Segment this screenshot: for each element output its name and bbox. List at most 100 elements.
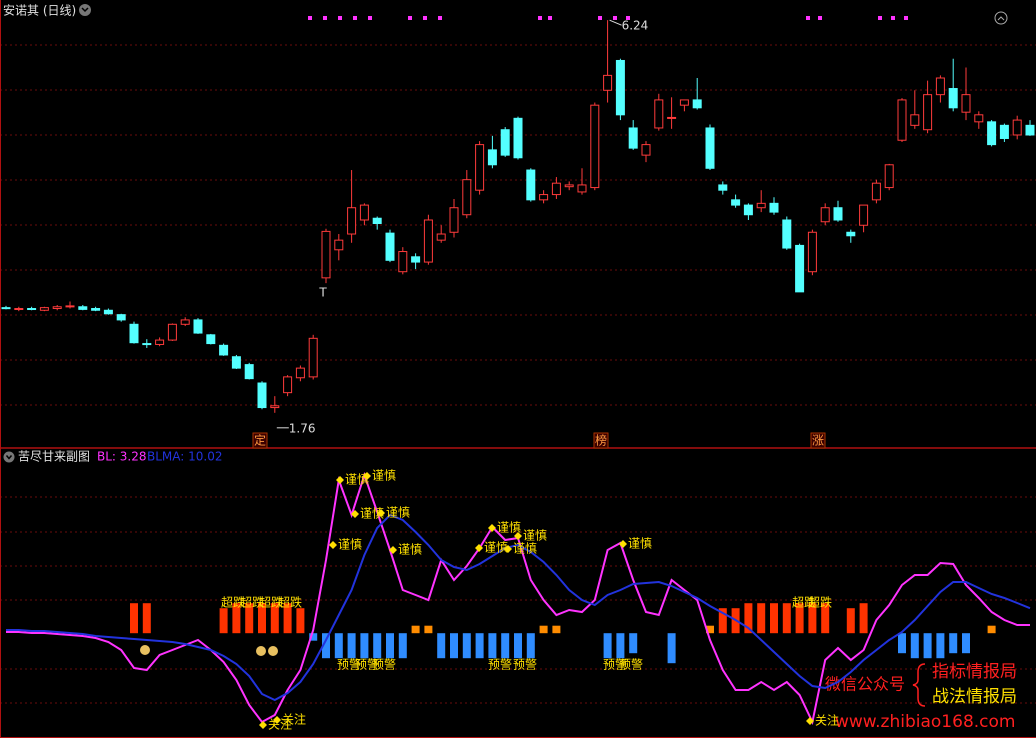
candle-body [359, 204, 369, 221]
watermark: 微信公众号 指标情报局 战法情报局 www.zhibiao168.com [825, 662, 1017, 732]
candle-body [654, 99, 664, 129]
signal-bar [718, 608, 727, 634]
candle-body [500, 129, 510, 156]
candle-body [372, 217, 382, 225]
signal-bar [782, 603, 791, 634]
candle-body [167, 323, 177, 341]
signal-bar [411, 625, 420, 634]
signal-bar [322, 633, 330, 659]
candle-body [244, 364, 254, 380]
candle-body [398, 251, 408, 273]
signal-bar [450, 633, 458, 659]
money-bag [140, 645, 150, 655]
signal-dot [423, 16, 427, 20]
indicator-header: 苦尽甘来副图 BL: 3.28 BLMA: 10.02 [3, 450, 222, 464]
candle-body [347, 207, 357, 235]
badge-box [810, 432, 826, 449]
candle-body [1025, 124, 1035, 136]
candle-body [475, 144, 485, 191]
signal-diamond [259, 721, 267, 729]
signal-bar [232, 603, 241, 634]
candle-body [155, 339, 165, 345]
legend-entry: BL: 3.28 [97, 450, 147, 464]
badge: 榜 [595, 433, 607, 448]
signal-bar [219, 608, 228, 634]
collapse-button[interactable] [79, 4, 91, 16]
oversold-label: 超跌 [259, 595, 283, 610]
candle-body [180, 319, 190, 325]
badge: 涨 [812, 433, 824, 448]
settings-button[interactable] [994, 11, 1008, 25]
signal-dot [353, 16, 357, 20]
candle-body [743, 204, 753, 216]
signal-bar [296, 608, 305, 634]
indicator-line [6, 513, 1031, 702]
candle-body [795, 244, 805, 293]
candle-body [270, 405, 280, 409]
signal-bar [603, 633, 612, 659]
candle-body [577, 184, 587, 193]
watermark-line: 指标情报局 [932, 662, 1017, 682]
candle-body [833, 207, 843, 221]
legend-entry: BLMA: 10.02 [147, 450, 222, 464]
signal-diamond [514, 532, 522, 540]
candle-body [449, 207, 459, 233]
signal-dot [818, 16, 822, 20]
signal-dot [368, 16, 372, 20]
signal-dot [548, 16, 552, 20]
badge-box [593, 432, 609, 449]
candle-body [884, 164, 894, 189]
signal-bar [424, 625, 433, 634]
signal-bar [962, 633, 970, 654]
signal-bar [360, 633, 369, 659]
signal-bar [514, 633, 522, 659]
money-bag [268, 646, 278, 656]
signal-bar [616, 633, 625, 659]
caution-label: 谨慎 [484, 541, 508, 555]
caution-label: 谨慎 [372, 469, 396, 483]
signal-bar [846, 608, 855, 634]
signal-bar [398, 633, 407, 659]
caution-label: 谨慎 [497, 521, 521, 535]
collapse-button[interactable] [3, 451, 15, 463]
candle-body [129, 323, 139, 344]
signal-bar [501, 633, 510, 659]
signal-bar [245, 603, 254, 634]
candle-body [782, 219, 792, 249]
candle-body [999, 124, 1009, 139]
candle-body [219, 344, 229, 356]
candle-body [590, 104, 600, 189]
candle-body [615, 59, 625, 116]
candle-body [718, 184, 728, 191]
signal-diamond [488, 524, 496, 532]
candle-body [513, 117, 523, 159]
candle-body [526, 169, 536, 201]
warning-label: 预警 [337, 657, 361, 672]
candle-body [910, 114, 920, 126]
signal-diamond [619, 540, 627, 548]
chart-title: 安诺其 (日线) [3, 3, 76, 18]
candle-body [206, 334, 216, 345]
candle-body [52, 306, 62, 310]
signal-bar [706, 625, 714, 634]
candle-body [308, 337, 318, 378]
indicator-title: 苦尽甘来副图 [18, 450, 90, 464]
signal-bar [987, 625, 996, 634]
signal-bar [258, 603, 266, 634]
signal-dot [904, 16, 908, 20]
candle-body [39, 307, 49, 311]
signal-bar [936, 633, 945, 659]
candle-body [871, 182, 881, 201]
signal-dot [338, 16, 342, 20]
warning-label: 预警 [355, 657, 379, 672]
oversold-label: 超跌 [240, 595, 264, 610]
candle-body [295, 367, 305, 379]
signal-bar [859, 603, 868, 634]
watermark-line: 战法情报局 [932, 687, 1017, 707]
candle-body [551, 182, 561, 196]
candle-body [961, 94, 971, 113]
caution-label: 谨慎 [523, 529, 547, 543]
signal-diamond [363, 472, 371, 480]
